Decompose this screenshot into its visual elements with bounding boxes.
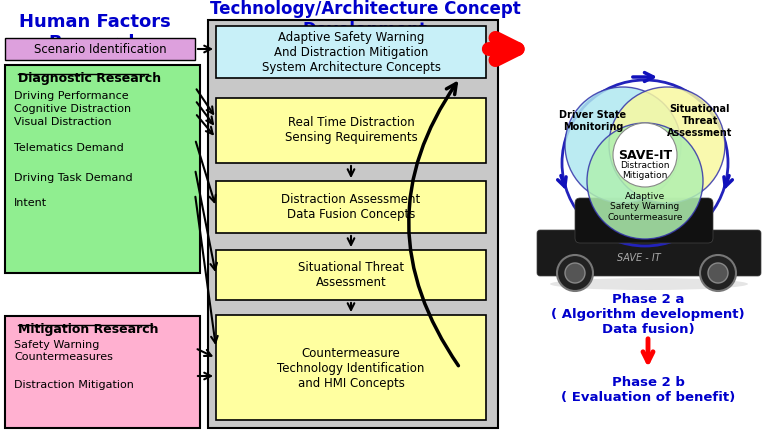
Text: Driving Task Demand: Driving Task Demand <box>14 173 133 183</box>
Text: Human Factors
Research: Human Factors Research <box>19 13 171 52</box>
Ellipse shape <box>550 278 748 290</box>
Bar <box>216 181 486 233</box>
Text: Phase 2 b
( Evaluation of benefit): Phase 2 b ( Evaluation of benefit) <box>561 376 735 404</box>
Text: Countermeasure
Technology Identification
and HMI Concepts: Countermeasure Technology Identification… <box>277 346 424 389</box>
Bar <box>216 250 486 300</box>
Text: Situational Threat
Assessment: Situational Threat Assessment <box>298 261 404 289</box>
Text: Cognitive Distraction: Cognitive Distraction <box>14 104 131 114</box>
Text: Intent: Intent <box>14 198 47 208</box>
Text: Situational
Threat
Assessment: Situational Threat Assessment <box>667 104 733 138</box>
Text: SAVE-IT: SAVE-IT <box>618 148 672 161</box>
Bar <box>5 38 195 60</box>
Text: Telematics Demand: Telematics Demand <box>14 143 124 153</box>
Text: SAVE - IT: SAVE - IT <box>617 253 661 263</box>
Bar <box>216 26 486 78</box>
Circle shape <box>587 123 703 239</box>
Text: Diagnostic Research: Diagnostic Research <box>18 72 161 85</box>
Circle shape <box>700 255 736 291</box>
Text: Visual Distraction: Visual Distraction <box>14 117 112 127</box>
Text: Driver State
Monitoring: Driver State Monitoring <box>559 110 627 132</box>
Bar <box>216 315 486 420</box>
Bar <box>216 98 486 163</box>
Circle shape <box>565 87 681 203</box>
Bar <box>208 20 498 428</box>
Text: Safety Warning
Countermeasures: Safety Warning Countermeasures <box>14 340 113 362</box>
Text: Mitigation Research: Mitigation Research <box>18 323 159 336</box>
FancyBboxPatch shape <box>575 198 713 243</box>
Text: Phase 2 a
( Algorithm development)
Data fusion): Phase 2 a ( Algorithm development) Data … <box>552 293 745 336</box>
Text: Distraction Mitigation: Distraction Mitigation <box>14 380 134 390</box>
Bar <box>5 316 200 428</box>
Circle shape <box>609 87 725 203</box>
Circle shape <box>613 123 677 187</box>
Text: Distraction
Mitigation

Adaptive
Safety Warning
Countermeasure: Distraction Mitigation Adaptive Safety W… <box>607 160 683 221</box>
Text: Driving Performance: Driving Performance <box>14 91 129 101</box>
Text: Distraction Assessment
Data Fusion Concepts: Distraction Assessment Data Fusion Conce… <box>281 193 421 221</box>
Circle shape <box>708 263 728 283</box>
Circle shape <box>565 263 585 283</box>
Text: Technology/Architecture Concept
Development: Technology/Architecture Concept Developm… <box>210 0 520 39</box>
Bar <box>5 65 200 273</box>
Text: Real Time Distraction
Sensing Requirements: Real Time Distraction Sensing Requiremen… <box>285 116 417 144</box>
Circle shape <box>557 255 593 291</box>
Text: Adaptive Safety Warning
And Distraction Mitigation
System Architecture Concepts: Adaptive Safety Warning And Distraction … <box>261 30 440 73</box>
FancyBboxPatch shape <box>537 230 761 276</box>
Text: Scenario Identification: Scenario Identification <box>34 43 166 56</box>
